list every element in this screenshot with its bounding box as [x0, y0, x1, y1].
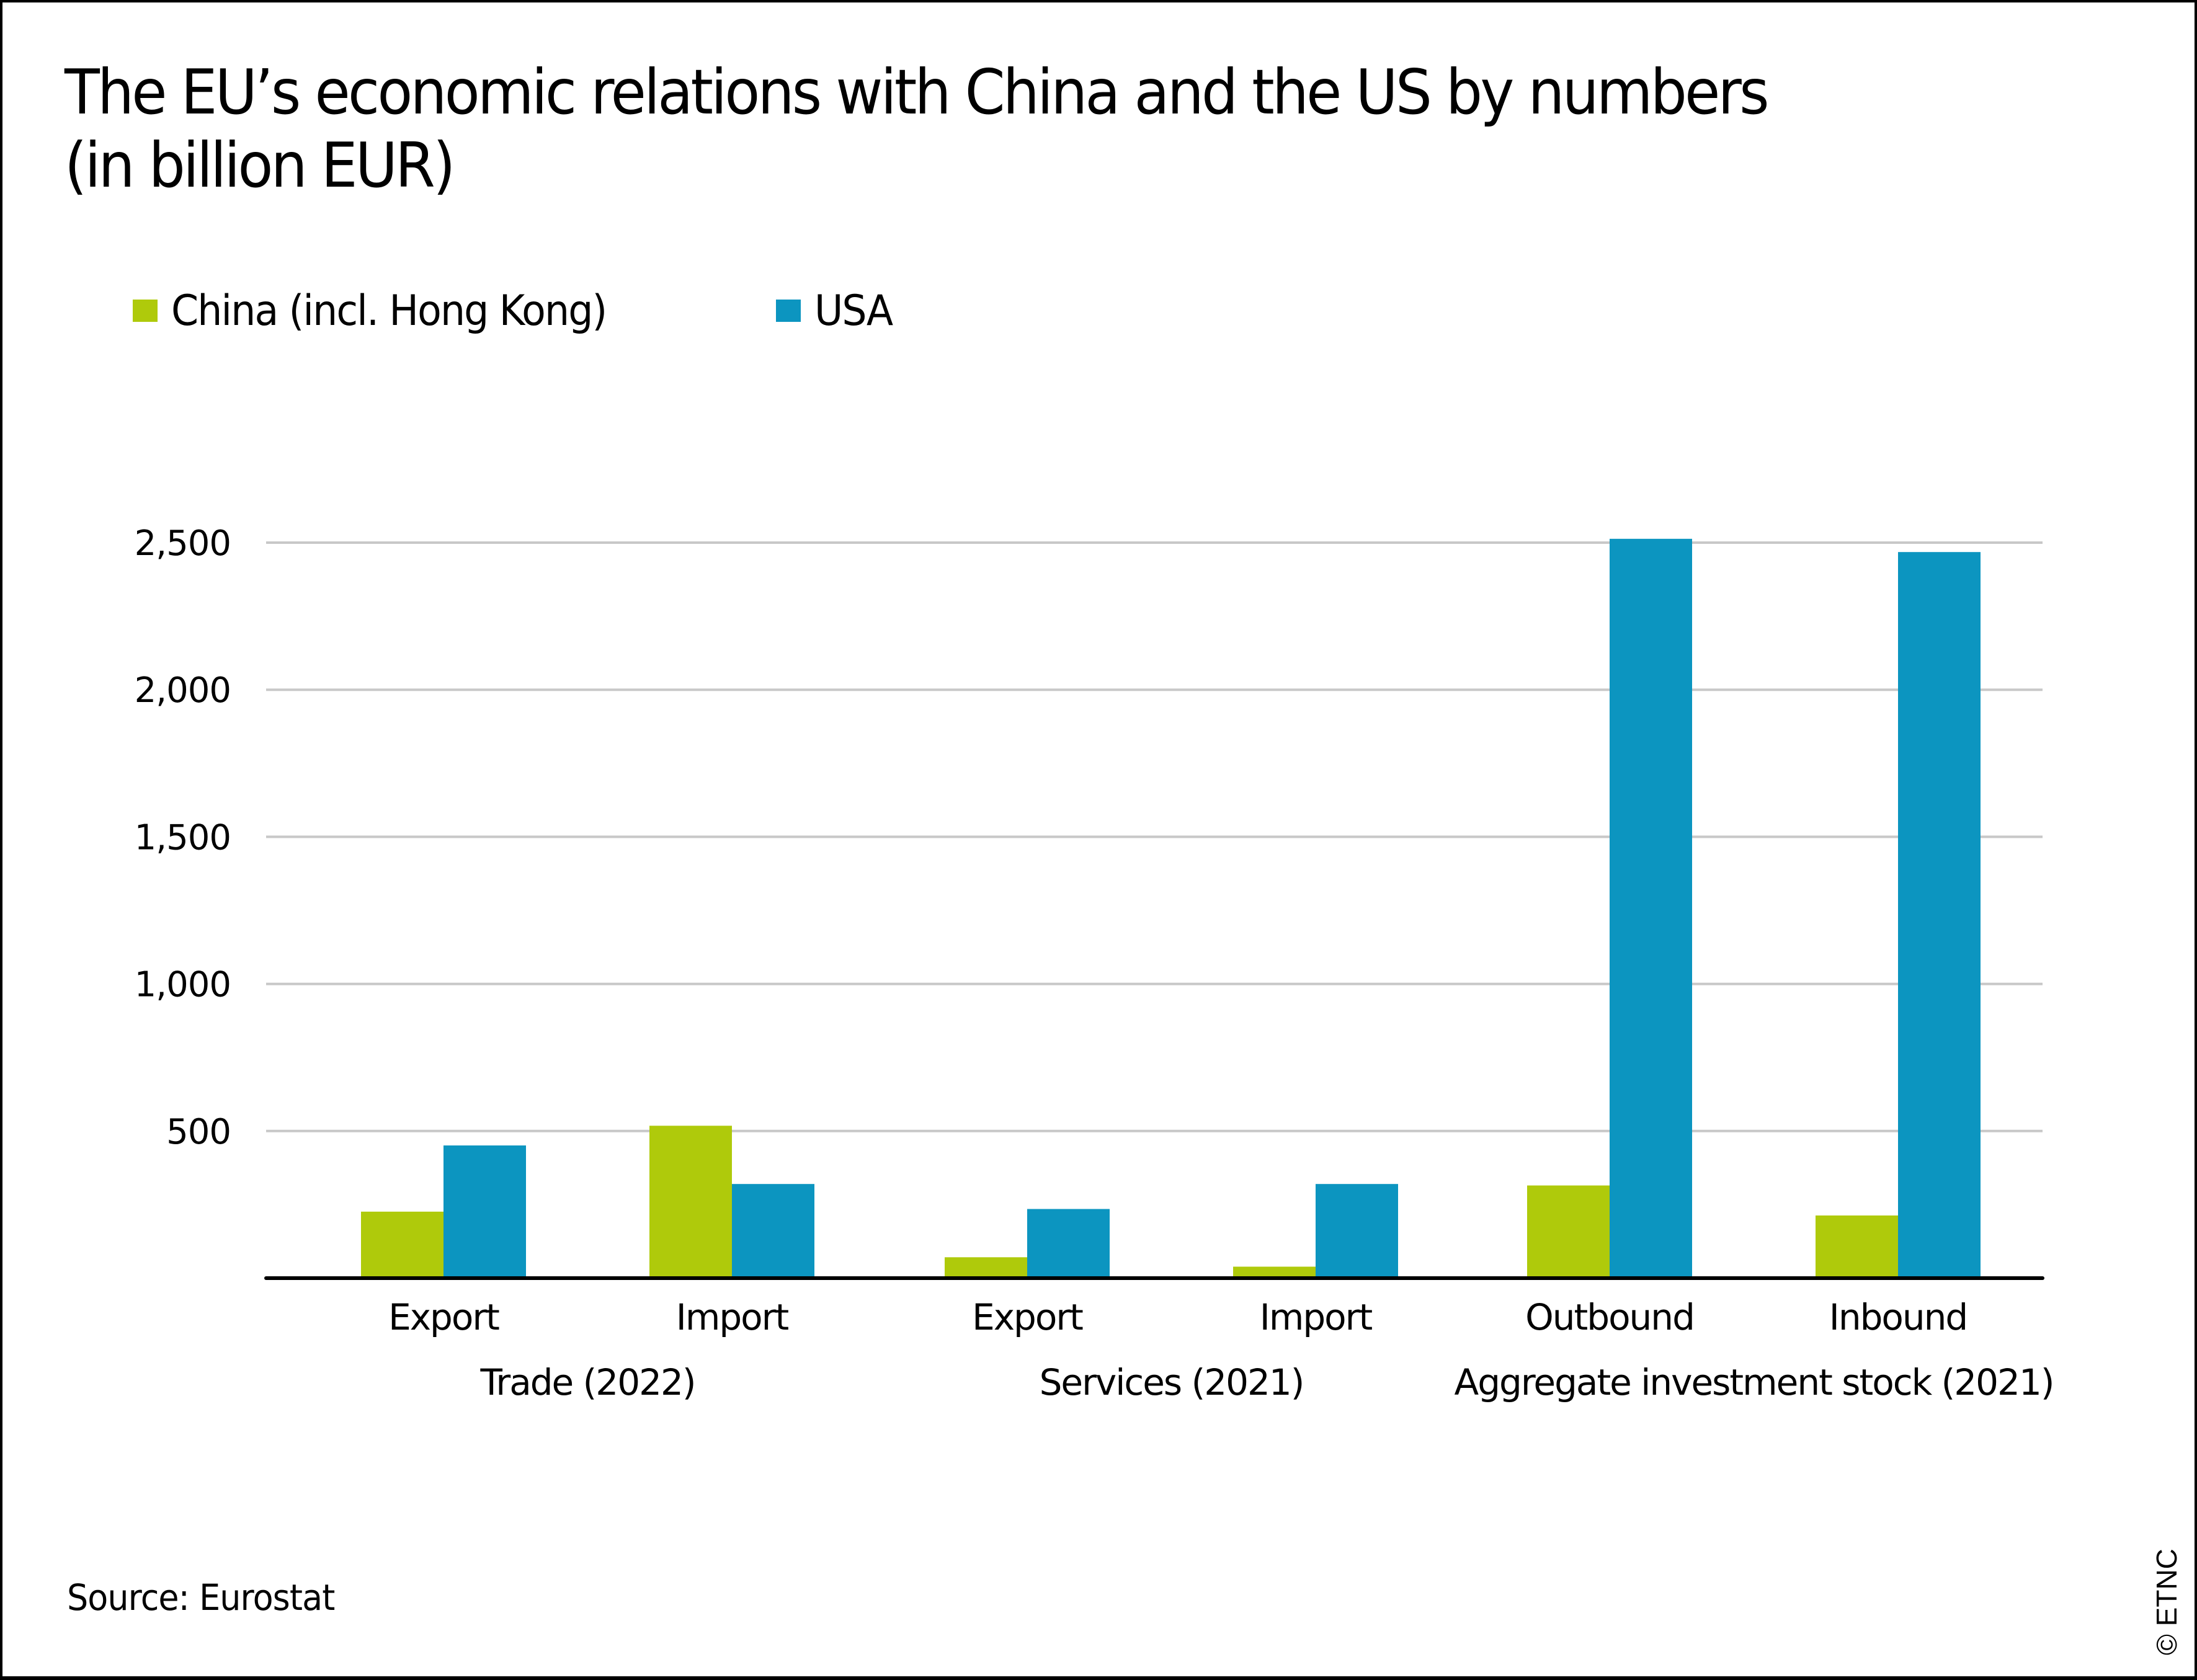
x-category-label: Import — [676, 1296, 789, 1338]
y-tick-label: 500 — [166, 1112, 231, 1152]
bar-usa-5 — [1898, 552, 1981, 1278]
y-tick-label: 1,500 — [135, 817, 231, 858]
y-tick-label: 2,000 — [135, 670, 231, 711]
x-category-label: Export — [972, 1296, 1083, 1338]
bar-usa-2 — [1027, 1209, 1110, 1278]
x-category-label: Export — [388, 1296, 499, 1338]
bar-china-3 — [1233, 1266, 1316, 1278]
bar-china-1 — [649, 1126, 732, 1278]
bar-usa-1 — [732, 1184, 814, 1278]
y-tick-label: 2,500 — [135, 523, 231, 564]
x-category-label: Inbound — [1829, 1296, 1967, 1338]
copyright-note: © ETNC — [2150, 1549, 2183, 1655]
legend-label-china: China (incl. Hong Kong) — [171, 286, 607, 336]
chart-title-line-1: The EU’s economic relations with China a… — [65, 56, 1770, 128]
legend-swatch-china — [133, 300, 158, 322]
legend-swatch-usa — [776, 300, 801, 322]
source-note: Source: Eurostat — [67, 1576, 335, 1619]
x-category-label: Import — [1260, 1296, 1373, 1338]
x-group-label: Aggregate investment stock (2021) — [1455, 1361, 2054, 1403]
legend-label-usa: USA — [814, 286, 893, 336]
bar-usa-4 — [1610, 538, 1692, 1279]
bar-usa-0 — [443, 1145, 526, 1278]
x-group-label: Trade (2022) — [479, 1361, 695, 1403]
y-tick-label: 1,000 — [135, 965, 231, 1005]
chart-title: The EU’s economic relations with China a… — [65, 56, 1770, 202]
bar-china-5 — [1816, 1215, 1898, 1278]
bar-china-4 — [1527, 1185, 1610, 1278]
chart-title-line-2: (in billion EUR) — [65, 129, 455, 202]
bar-usa-3 — [1316, 1184, 1398, 1278]
legend-item-usa: USA — [776, 283, 898, 339]
bar-china-2 — [945, 1257, 1027, 1278]
legend-item-china: China (incl. Hong Kong) — [133, 283, 639, 339]
bar-china-0 — [361, 1211, 443, 1278]
x-group-label: Services (2021) — [1040, 1361, 1304, 1403]
x-category-label: Outbound — [1525, 1296, 1694, 1338]
